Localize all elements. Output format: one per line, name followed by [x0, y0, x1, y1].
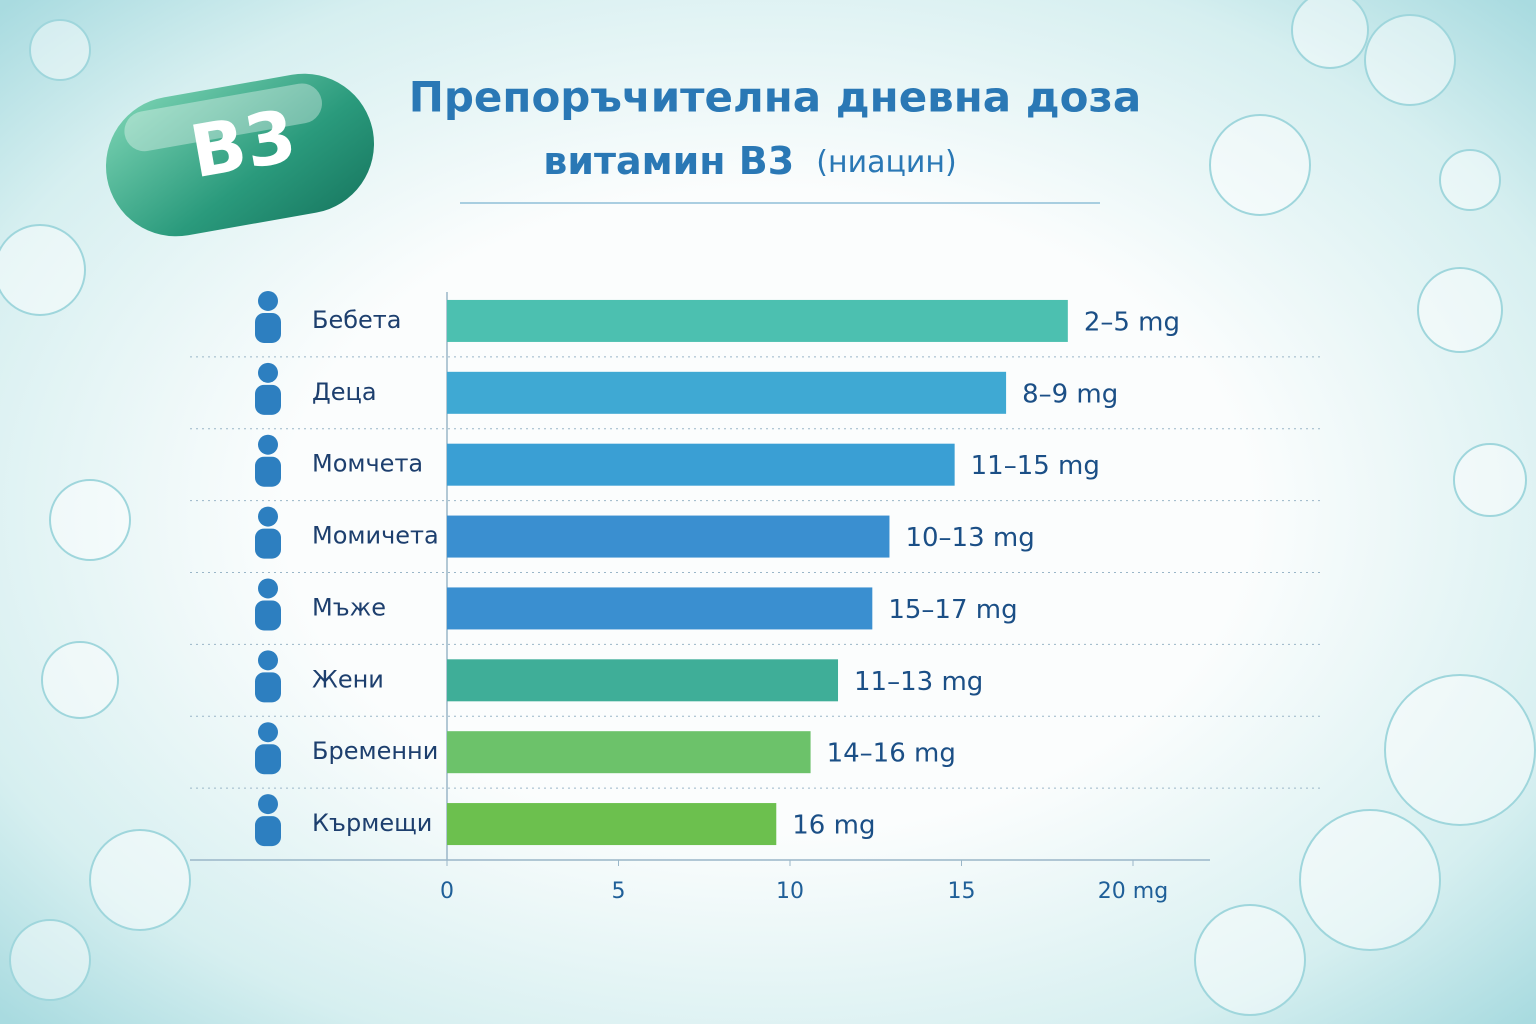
icon-head: [258, 578, 278, 599]
person-icon: [255, 434, 281, 487]
value-label: 15–17 mg: [888, 595, 1017, 625]
x-tick-label: 15: [948, 879, 976, 904]
x-tick-label: 20 mg: [1098, 879, 1168, 904]
bar: [447, 731, 811, 774]
icon-body: [255, 528, 281, 559]
icon-head: [258, 506, 278, 527]
category-label: Бременни: [312, 737, 438, 765]
icon-body: [255, 672, 281, 703]
icon-body: [255, 384, 281, 415]
value-label: 8–9 mg: [1022, 379, 1118, 409]
category-label: Бебета: [312, 306, 401, 334]
icon-body: [255, 312, 281, 343]
title-note: (ниацин): [816, 145, 956, 180]
bar: [447, 803, 777, 846]
category-label: Момичета: [312, 522, 439, 550]
title-line: Препоръчителна дневна доза: [409, 73, 1142, 122]
category-label: Жени: [312, 665, 384, 693]
person-icon: [255, 290, 281, 343]
icon-body: [255, 744, 281, 775]
icon-body: [255, 456, 281, 487]
person-icon: [255, 722, 281, 775]
value-label: 11–15 mg: [971, 451, 1100, 481]
person-icon: [255, 578, 281, 631]
icon-head: [258, 434, 278, 455]
x-tick-label: 10: [776, 879, 804, 904]
person-icon: [255, 794, 281, 847]
bar: [447, 515, 890, 558]
icon-head: [258, 722, 278, 743]
category-label: Момчета: [312, 450, 423, 478]
bar: [447, 659, 839, 702]
value-label: 2–5 mg: [1084, 307, 1180, 337]
value-label: 11–13 mg: [854, 667, 983, 697]
badge-text: B3: [184, 93, 302, 194]
category-label: Кърмещи: [312, 809, 432, 837]
category-label: Мъже: [312, 593, 386, 621]
person-icon: [255, 650, 281, 703]
value-label: 16 mg: [792, 811, 875, 841]
x-tick-label: 5: [612, 879, 626, 904]
value-label: 14–16 mg: [827, 739, 956, 769]
person-icon: [255, 506, 281, 559]
title-line: витамин B3: [543, 139, 794, 183]
icon-head: [258, 794, 278, 815]
icon-body: [255, 816, 281, 847]
title-line: витамин B3 (ниацин): [543, 139, 956, 183]
person-icon: [255, 362, 281, 415]
bar: [447, 299, 1068, 342]
b3-badge: B3: [105, 73, 375, 237]
x-tick-label: 0: [440, 879, 454, 904]
bar: [447, 443, 955, 486]
value-label: 10–13 mg: [905, 523, 1034, 553]
icon-head: [258, 650, 278, 671]
icon-body: [255, 600, 281, 631]
category-label: Деца: [312, 378, 377, 406]
bar: [447, 371, 1007, 414]
bar: [447, 587, 873, 630]
icon-head: [258, 290, 278, 311]
icon-head: [258, 362, 278, 383]
